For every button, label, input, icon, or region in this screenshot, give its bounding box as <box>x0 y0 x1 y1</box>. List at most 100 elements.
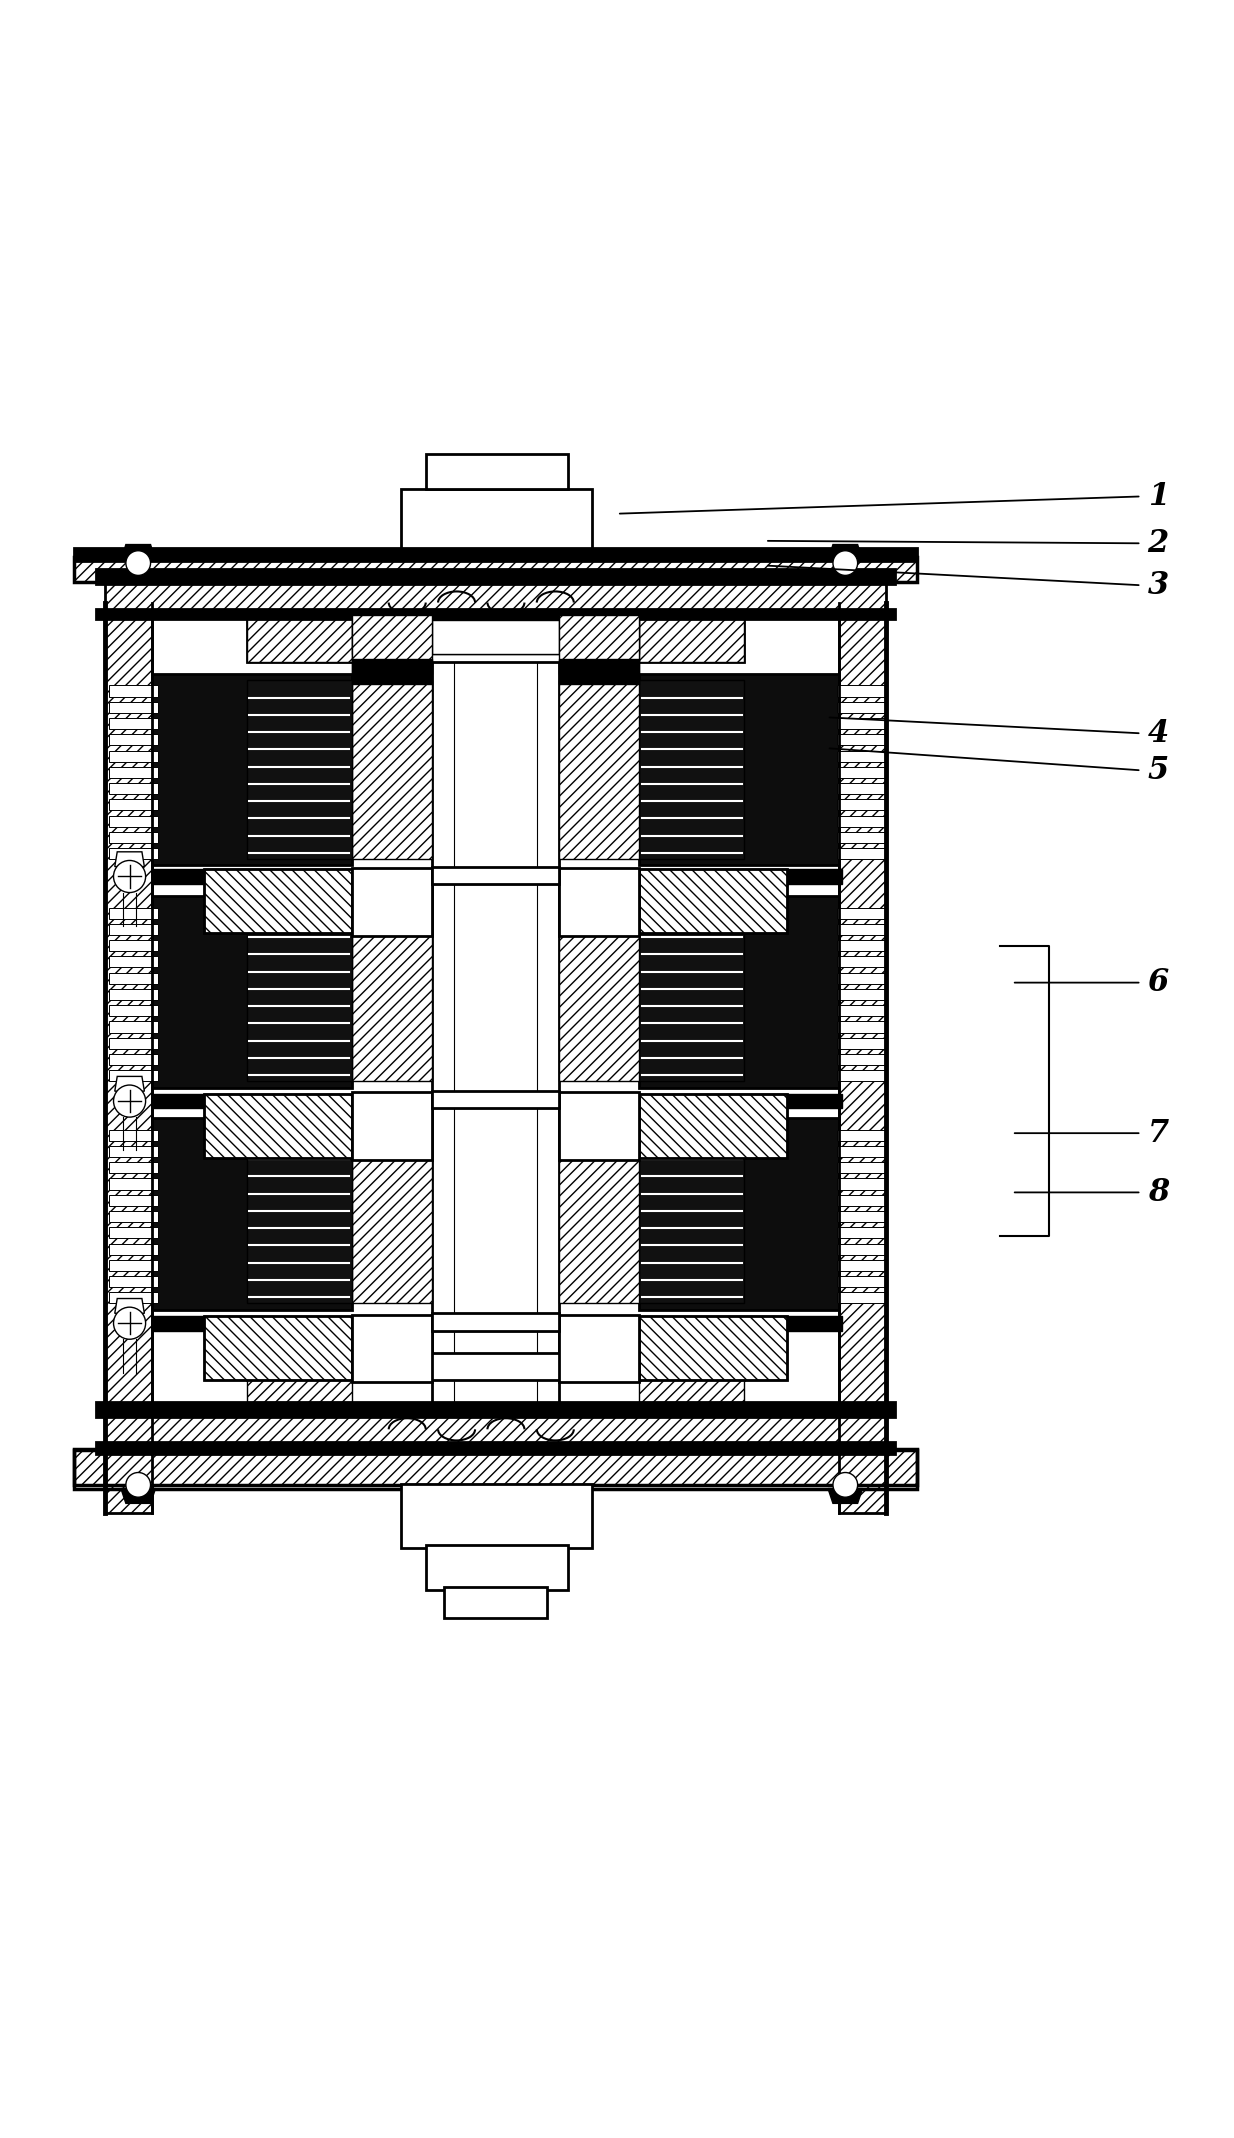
Text: 3: 3 <box>1148 569 1169 601</box>
Bar <box>639 1095 787 1159</box>
Bar <box>152 1315 842 1330</box>
Circle shape <box>114 1306 146 1338</box>
Bar <box>109 956 158 969</box>
Text: 5: 5 <box>1148 755 1169 787</box>
Bar <box>837 733 886 746</box>
Bar <box>96 1403 895 1417</box>
Bar <box>204 1315 352 1379</box>
Text: 4: 4 <box>1148 718 1169 748</box>
Bar <box>152 896 352 1088</box>
Polygon shape <box>828 545 863 560</box>
Polygon shape <box>121 545 155 560</box>
Circle shape <box>833 1473 858 1497</box>
Text: 2: 2 <box>1148 528 1169 558</box>
Bar <box>352 680 432 859</box>
Bar <box>837 1291 886 1304</box>
Bar <box>109 1291 158 1304</box>
Bar <box>352 616 432 673</box>
Bar <box>837 1163 886 1174</box>
Bar <box>426 455 568 490</box>
Bar <box>109 733 158 746</box>
Bar <box>109 941 158 951</box>
Bar <box>837 686 886 697</box>
Bar <box>109 783 158 793</box>
Bar <box>247 1125 352 1304</box>
Bar <box>109 832 158 842</box>
Bar <box>837 768 886 778</box>
Bar <box>837 1037 886 1050</box>
Bar <box>74 1450 917 1488</box>
Bar <box>152 1118 352 1311</box>
Bar <box>109 768 158 778</box>
Bar <box>401 490 592 547</box>
Bar <box>401 1484 592 1548</box>
Text: 1: 1 <box>1148 481 1169 511</box>
Bar <box>247 616 744 663</box>
Bar <box>247 902 352 1082</box>
Bar <box>352 1125 432 1304</box>
Bar <box>109 1071 158 1082</box>
Bar <box>352 902 432 1082</box>
Bar <box>639 1355 744 1403</box>
Bar <box>247 1353 744 1379</box>
Bar <box>105 603 152 1514</box>
Bar <box>837 907 886 919</box>
Bar <box>837 956 886 969</box>
Bar <box>837 1259 886 1270</box>
Bar <box>837 849 886 859</box>
Bar <box>837 815 886 827</box>
Bar <box>639 896 839 1088</box>
Bar <box>559 1093 639 1161</box>
Bar <box>352 1093 432 1161</box>
Bar <box>247 1355 352 1403</box>
Bar <box>152 673 352 866</box>
Bar <box>639 616 744 663</box>
Bar <box>352 868 432 936</box>
Bar <box>96 609 895 618</box>
Bar <box>109 1054 158 1065</box>
Bar <box>109 815 158 827</box>
Circle shape <box>833 552 858 575</box>
Bar <box>109 1259 158 1270</box>
Bar <box>74 547 917 560</box>
Bar <box>432 1313 559 1330</box>
Bar <box>837 941 886 951</box>
Bar <box>837 1244 886 1255</box>
Bar <box>837 750 886 761</box>
Bar <box>559 1125 639 1304</box>
Bar <box>109 1037 158 1050</box>
Bar <box>432 620 559 654</box>
Polygon shape <box>121 1488 155 1503</box>
Bar <box>837 1129 886 1142</box>
Bar <box>639 1315 787 1379</box>
Bar <box>639 1315 787 1379</box>
Bar <box>639 902 744 1082</box>
Bar <box>837 990 886 1001</box>
Circle shape <box>114 859 146 892</box>
Bar <box>109 1276 158 1287</box>
Polygon shape <box>828 1488 863 1503</box>
Bar <box>109 686 158 697</box>
Bar <box>432 866 559 883</box>
Bar <box>96 1441 895 1454</box>
Bar <box>837 1005 886 1016</box>
Bar <box>837 1071 886 1082</box>
Bar <box>837 832 886 842</box>
Polygon shape <box>115 1075 144 1090</box>
Bar <box>109 1227 158 1238</box>
Bar <box>639 680 744 859</box>
Bar <box>247 616 352 663</box>
Text: 8: 8 <box>1148 1176 1169 1208</box>
Text: 7: 7 <box>1148 1118 1169 1148</box>
Bar <box>837 1178 886 1189</box>
Bar <box>837 800 886 810</box>
Bar <box>837 701 886 712</box>
Polygon shape <box>115 1298 144 1313</box>
Bar <box>559 868 639 936</box>
Bar <box>74 1450 917 1486</box>
Bar <box>109 973 158 983</box>
Bar <box>837 783 886 793</box>
Bar <box>837 1195 886 1206</box>
Bar <box>837 718 886 729</box>
Bar <box>74 556 917 582</box>
